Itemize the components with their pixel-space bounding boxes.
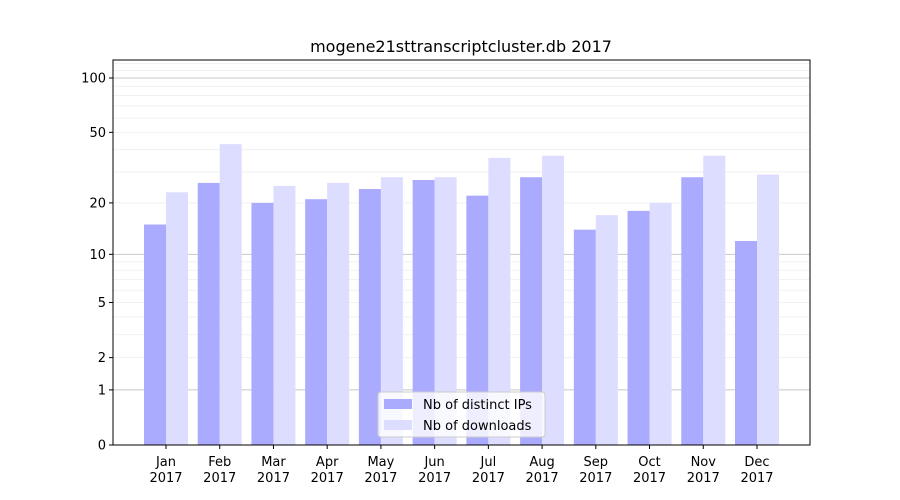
x-tick-label: Oct 2017 [633, 455, 666, 486]
bar-distinct-ips [305, 199, 328, 445]
x-tick-label: Nov 2017 [687, 455, 720, 486]
x-tick-label: Jan 2017 [149, 455, 182, 486]
legend-swatch-ips [384, 399, 412, 409]
bar-distinct-ips [627, 210, 650, 445]
bar-downloads [649, 202, 672, 445]
legend: Nb of distinct IPs Nb of downloads [377, 391, 546, 438]
y-tick-label: 20 [89, 196, 106, 211]
bar-distinct-ips [197, 182, 220, 445]
x-tick-label: Jun 2017 [418, 455, 451, 486]
bar-distinct-ips [251, 202, 274, 445]
x-tick-label: Dec 2017 [740, 455, 773, 486]
y-tick-label: 50 [89, 126, 106, 141]
bar-distinct-ips [520, 177, 543, 445]
legend-box [377, 391, 546, 438]
y-tick-label: 0 [98, 439, 106, 454]
legend-label-ips: Nb of distinct IPs [423, 398, 532, 413]
x-axis: Jan 2017 Feb 2017 Mar 2017 Apr 2017 May 2017 Jun 20… [149, 445, 774, 486]
bars [144, 144, 779, 446]
x-tick-label: Apr 2017 [311, 455, 344, 486]
y-tick-label: 10 [89, 248, 106, 263]
bar-distinct-ips [681, 177, 704, 445]
plot-frame [112, 59, 811, 446]
bar-downloads [273, 185, 296, 445]
bar-downloads [434, 177, 457, 445]
x-tick-label: Jul 2017 [472, 455, 505, 486]
bar-downloads [327, 182, 350, 445]
bar-downloads [380, 177, 403, 445]
bar-distinct-ips [573, 229, 596, 445]
x-tick-label: May 2017 [364, 455, 397, 486]
y-tick-label: 100 [81, 72, 106, 87]
y-tick-label: 5 [98, 296, 106, 311]
x-tick-label: Mar 2017 [257, 455, 290, 486]
bar-downloads [757, 174, 779, 445]
bar-distinct-ips [412, 180, 435, 445]
x-tick-label: Feb 2017 [203, 455, 236, 486]
bar-distinct-ips [735, 241, 757, 445]
x-tick-label: Aug 2017 [526, 455, 559, 486]
bar-downloads [542, 155, 565, 445]
bar-downloads [595, 215, 618, 445]
y-axis: 0 1 2 5 10 20 50 100 [81, 72, 113, 454]
chart-title: mogene21sttranscriptcluster.db 2017 [310, 37, 612, 56]
y-tick-label: 1 [98, 383, 106, 398]
bar-distinct-ips [358, 189, 381, 445]
bar-distinct-ips [466, 195, 489, 445]
bar-downloads [219, 144, 242, 446]
legend-label-downloads: Nb of downloads [423, 419, 532, 434]
bar-downloads [703, 155, 726, 445]
bar-distinct-ips [144, 224, 166, 445]
x-tick-label: Sep 2017 [579, 455, 612, 486]
y-tick-label: 2 [98, 351, 106, 366]
legend-swatch-downloads [384, 420, 412, 430]
bar-downloads [488, 157, 511, 446]
bar-downloads [166, 192, 188, 445]
